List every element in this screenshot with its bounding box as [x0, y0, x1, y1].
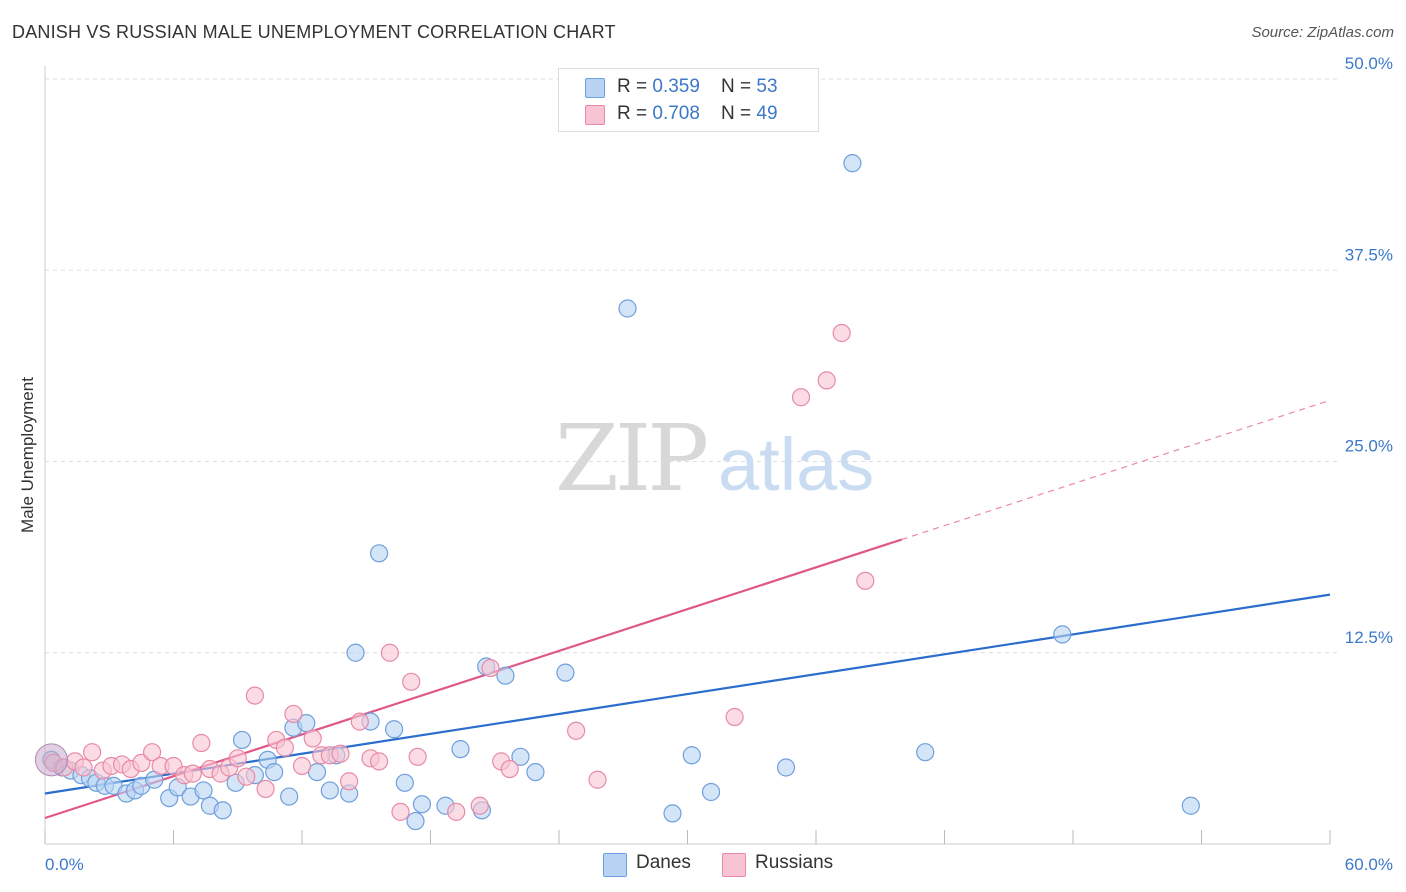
russians-point	[567, 721, 586, 740]
russians-point	[284, 704, 303, 724]
danes-point	[843, 154, 862, 173]
danes-point	[1181, 796, 1200, 815]
russians-trend-line	[44, 538, 903, 820]
danes-swatch	[585, 78, 605, 98]
russians-point	[292, 756, 312, 776]
russians-point	[142, 743, 162, 762]
russians-point	[83, 743, 102, 762]
russians-point	[791, 388, 811, 407]
danes-point	[618, 299, 637, 318]
russians-point	[132, 753, 151, 773]
russians-point	[470, 796, 489, 815]
danes-point	[511, 747, 530, 766]
x-tick-label: 0.0%	[45, 855, 84, 874]
russians-point	[500, 759, 519, 779]
russians-point	[237, 767, 256, 786]
x-tick-label: 60.0%	[1345, 855, 1393, 874]
danes-legend-swatch	[603, 853, 627, 877]
r-value: 0.359	[652, 76, 700, 97]
russians-point	[481, 658, 500, 678]
watermark: ZIP atlas	[555, 405, 874, 512]
source-label: Source: ZipAtlas.com	[1251, 24, 1394, 41]
danes-legend-label: Danes	[636, 852, 691, 873]
russians-point	[370, 752, 389, 771]
russians-point	[183, 764, 202, 783]
russians-point	[856, 571, 875, 590]
russians-point	[588, 770, 607, 789]
russians-point	[832, 323, 851, 343]
russians-swatch	[585, 105, 605, 125]
n-label: N =	[721, 103, 757, 124]
danes-point	[916, 743, 935, 762]
n-value: 49	[756, 103, 778, 124]
danes-point	[682, 746, 701, 765]
russians-point	[402, 672, 421, 691]
danes-point	[265, 762, 284, 782]
danes-point	[320, 781, 339, 800]
russians-point	[391, 802, 410, 821]
axes	[44, 66, 1331, 845]
danes-point	[412, 795, 432, 814]
russians-trend-extension	[901, 399, 1331, 541]
russians-point	[817, 371, 836, 390]
russians-point	[303, 729, 322, 748]
watermark-atlas: atlas	[718, 423, 874, 506]
russians-point	[275, 738, 294, 757]
y-tick-label: 25.0%	[1345, 437, 1393, 456]
r-label: R =	[617, 76, 653, 97]
danes-point	[194, 781, 213, 800]
y-tick-label: 50.0%	[1345, 54, 1393, 73]
danes-point	[297, 714, 316, 733]
russians-point	[228, 749, 247, 768]
correlation-legend: R = 0.359 N = 53 R = 0.708 N = 49	[558, 68, 819, 132]
danes-point	[213, 801, 232, 820]
r-value: 0.708	[652, 103, 700, 124]
danes-point	[701, 782, 721, 802]
danes-point	[1053, 625, 1072, 644]
danes-point	[776, 758, 796, 777]
russians-point	[725, 707, 744, 727]
watermark-zip: ZIP	[555, 405, 706, 512]
danes-point	[232, 730, 252, 750]
danes-point	[346, 643, 365, 662]
russians-point	[331, 744, 350, 763]
danes-point	[370, 544, 389, 563]
danes-point	[451, 740, 470, 759]
chart-title: DANISH VS RUSSIAN MALE UNEMPLOYMENT CORR…	[12, 22, 616, 42]
n-value: 53	[756, 76, 778, 97]
danes-point	[280, 787, 299, 806]
russians-legend-swatch	[722, 853, 746, 877]
danes-point	[395, 773, 414, 792]
danes-point	[384, 720, 404, 739]
russians-point	[447, 802, 466, 821]
russians-point	[74, 758, 93, 777]
russians-point	[380, 643, 399, 662]
data-points	[34, 154, 1200, 831]
danes-point	[663, 804, 682, 823]
cluster-point	[34, 743, 68, 777]
gridlines	[45, 78, 1340, 654]
tick-labels: 12.5% 25.0% 37.5% 50.0% 0.0% 60.0%	[45, 54, 1393, 874]
y-tick-label: 12.5%	[1345, 628, 1393, 647]
danes-point	[556, 663, 575, 682]
russians-point	[350, 712, 369, 731]
danes-point	[406, 811, 425, 831]
y-tick-label: 37.5%	[1345, 245, 1393, 264]
russians-point	[340, 772, 359, 791]
russians-point	[245, 686, 264, 705]
russians-point	[192, 733, 211, 753]
danes-point	[496, 666, 515, 685]
russians-legend-label: Russians	[755, 852, 834, 873]
danes-point	[526, 762, 545, 782]
r-label: R =	[617, 103, 653, 124]
russians-point	[256, 779, 275, 799]
n-label: N =	[721, 76, 757, 97]
russians-point	[408, 747, 427, 766]
